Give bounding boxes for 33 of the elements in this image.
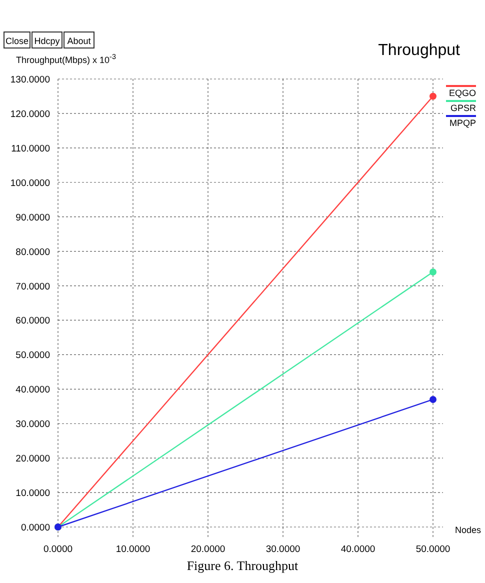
- x-tick-label: 10.0000: [116, 544, 150, 555]
- x-axis-title: Nodes: [454, 525, 482, 535]
- y-tick-label: 60.0000: [16, 316, 50, 327]
- caption: Figure 6. Throughput: [186, 558, 299, 573]
- x-tick-label: 0.0000: [43, 544, 73, 555]
- point: [430, 396, 436, 403]
- legend-label: GPSR: [450, 103, 476, 113]
- x-tick-label: 40.0000: [340, 544, 376, 555]
- chart-title: Throughput: [378, 42, 461, 59]
- y-tick-label: 0.0000: [20, 522, 50, 534]
- x-tick-label: 30.0000: [266, 544, 300, 555]
- legend-label: MPQP: [449, 118, 476, 128]
- y-tick-label: 80.0000: [16, 246, 50, 258]
- legend-label: EQGO: [448, 88, 476, 98]
- text: About: [67, 36, 92, 46]
- y-tick-label: 40.0000: [16, 384, 50, 396]
- x-tick-label: 20.0000: [190, 544, 226, 555]
- y-tick-label: 130.0000: [10, 74, 50, 86]
- y-tick-label: 100.0000: [10, 178, 50, 189]
- point: [430, 92, 436, 100]
- text: Close: [5, 36, 29, 46]
- y-tick-label: 110.0000: [11, 143, 50, 154]
- text: Hdcpy: [34, 36, 60, 46]
- y-axis-title: Throughput(Mbps) x 10$^{-3}$: [16, 52, 116, 65]
- y-tick-label: 20.0000: [16, 454, 50, 465]
- y-tick-label: 90.0000: [16, 212, 50, 224]
- y-tick-label: 50.0000: [16, 350, 50, 362]
- y-tick-label: 120.0000: [10, 108, 50, 120]
- x-tick-label: 50.0000: [416, 544, 450, 555]
- point: [430, 268, 436, 276]
- y-tick-label: 30.0000: [16, 419, 50, 430]
- y-tick-label: 70.0000: [16, 281, 50, 292]
- y-tick-label: 10.0000: [16, 488, 50, 500]
